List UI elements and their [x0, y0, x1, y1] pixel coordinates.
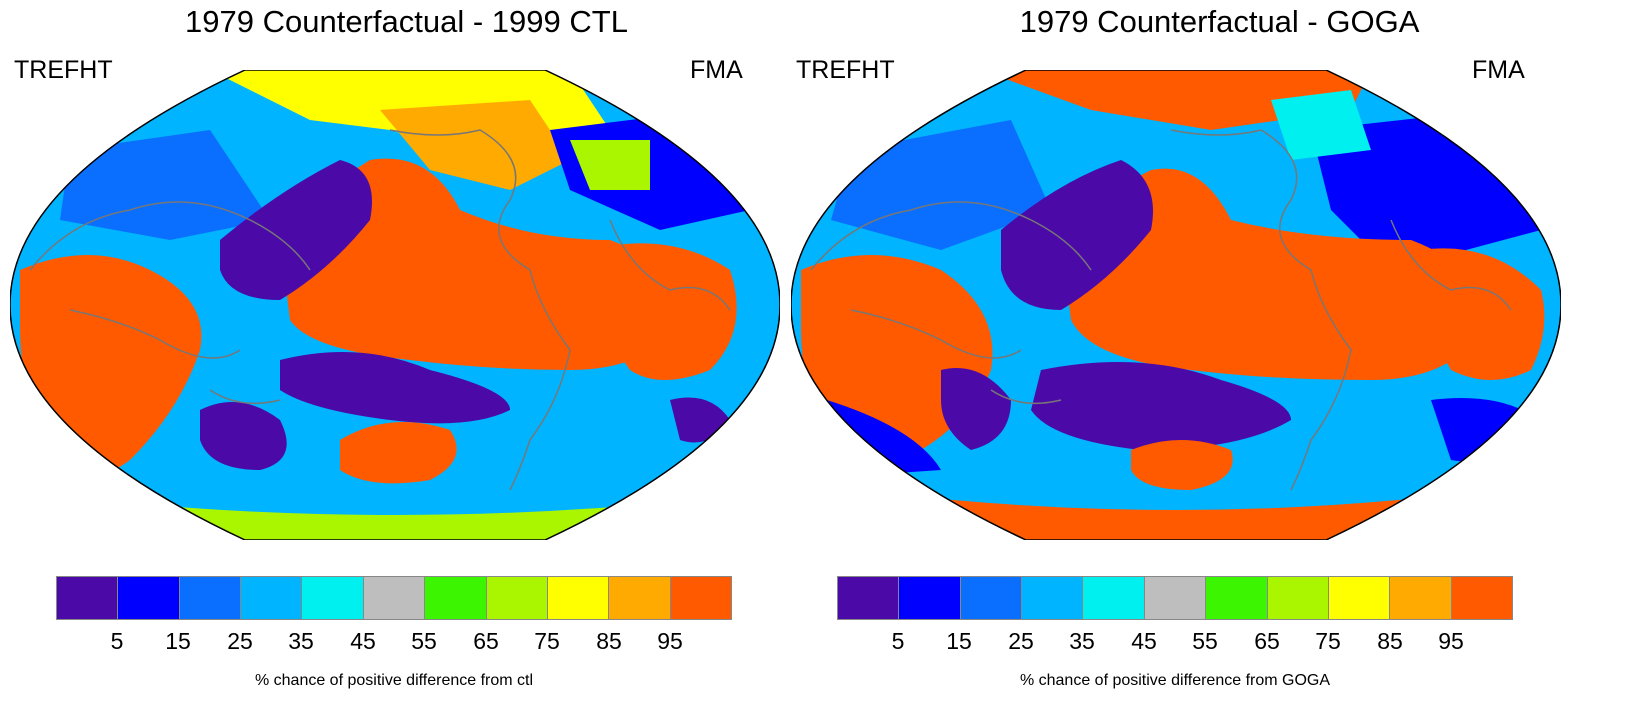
- field-tropical-pacific: [280, 158, 682, 370]
- field-siberia: [60, 130, 270, 240]
- colorbar-box-9: [547, 577, 610, 619]
- colorbar: [56, 576, 732, 620]
- colorbar-box-1: [838, 577, 900, 619]
- field-south-atlantic-cold: [670, 397, 730, 443]
- colorbar-box-2: [899, 577, 961, 619]
- field-north-pacific-cold: [220, 160, 372, 300]
- colorbar-tick: 75: [534, 628, 560, 654]
- colorbar-tick: 95: [657, 628, 683, 654]
- colorbar-box-3: [960, 577, 1023, 619]
- colorbar-box-11: [670, 577, 731, 619]
- colorbar-tick: 85: [1377, 628, 1403, 654]
- field-arctic: [981, 70, 1371, 130]
- field-atlantic: [1421, 248, 1545, 380]
- panel-right: 1979 Counterfactual - GOGA TREFHT FMA: [791, 0, 1626, 702]
- map-border: [10, 70, 780, 540]
- colorbar-tick: 95: [1438, 628, 1464, 654]
- field-south-warm: [1131, 440, 1233, 490]
- variable-label: TREFHT: [14, 56, 113, 84]
- field-tropical-pacific: [1061, 168, 1483, 380]
- world-map: [791, 70, 1561, 540]
- colorbar-box-2: [118, 577, 180, 619]
- colorbar-box-4: [241, 577, 303, 619]
- colorbar-box-4: [1022, 577, 1084, 619]
- field-south-warm: [340, 422, 457, 484]
- colorbar-box-8: [1267, 577, 1329, 619]
- field-south-pacific-cold: [1031, 362, 1291, 450]
- colorbar-tick: 85: [596, 628, 622, 654]
- colorbar-box-10: [1390, 577, 1452, 619]
- field-atlantic: [590, 243, 737, 380]
- colorbar-tick: 15: [946, 628, 972, 654]
- colorbar-box-9: [1328, 577, 1391, 619]
- world-map: [10, 70, 780, 540]
- colorbar-box-8: [486, 577, 548, 619]
- colorbar-tick: 65: [473, 628, 499, 654]
- season-label: FMA: [1472, 56, 1525, 84]
- field-greenland: [570, 140, 650, 190]
- colorbar-tick: 25: [1008, 628, 1034, 654]
- coastlines: [810, 129, 1512, 491]
- field-southern-cold: [200, 402, 287, 470]
- field-southern-ocean-e: [1431, 398, 1551, 462]
- panel-title: 1979 Counterfactual - 1999 CTL: [185, 4, 628, 39]
- field-southern-cold: [941, 368, 1011, 450]
- colorbar-tick: 45: [1131, 628, 1157, 654]
- colorbar-tick: 15: [165, 628, 191, 654]
- colorbar-box-5: [302, 577, 364, 619]
- colorbar-box-10: [609, 577, 671, 619]
- field-south-pacific-cold: [280, 352, 510, 424]
- field-north-pacific-cold: [1001, 160, 1153, 310]
- field-greenland: [1271, 90, 1371, 160]
- colorbar-caption: % chance of positive difference from ctl: [254, 672, 534, 689]
- colorbar-tick: 35: [288, 628, 314, 654]
- colorbar-tick: 5: [891, 628, 905, 654]
- field-indian-ocean: [20, 255, 202, 475]
- colorbar-tick: 65: [1254, 628, 1280, 654]
- colorbar-tick: 45: [350, 628, 376, 654]
- field-canada: [380, 100, 570, 190]
- variable-label: TREFHT: [796, 56, 895, 84]
- colorbar-tick: 35: [1069, 628, 1095, 654]
- colorbar-tick: 5: [110, 628, 124, 654]
- panel-left: 1979 Counterfactual - 1999 CTL TREFHT FM…: [10, 4, 780, 689]
- colorbar-box-1: [57, 577, 119, 619]
- colorbar-tick: 55: [1192, 628, 1218, 654]
- colorbar-box-3: [179, 577, 242, 619]
- colorbar-tick: 55: [411, 628, 437, 654]
- colorbar-box-6: [363, 577, 426, 619]
- colorbar: [837, 576, 1513, 620]
- colorbar-box-7: [1206, 577, 1268, 619]
- colorbar-box-5: [1083, 577, 1145, 619]
- colorbar-caption: % chance of positive difference from GOG…: [1019, 672, 1331, 689]
- coastlines: [29, 129, 731, 491]
- season-label: FMA: [690, 56, 743, 84]
- colorbar-box-11: [1451, 577, 1512, 619]
- colorbar-tick: 75: [1315, 628, 1341, 654]
- colorbar-tick: 25: [227, 628, 253, 654]
- panel-title: 1979 Counterfactual - GOGA: [1019, 4, 1420, 39]
- colorbar-box-7: [425, 577, 487, 619]
- map-border: [791, 70, 1561, 540]
- colorbar-box-6: [1144, 577, 1207, 619]
